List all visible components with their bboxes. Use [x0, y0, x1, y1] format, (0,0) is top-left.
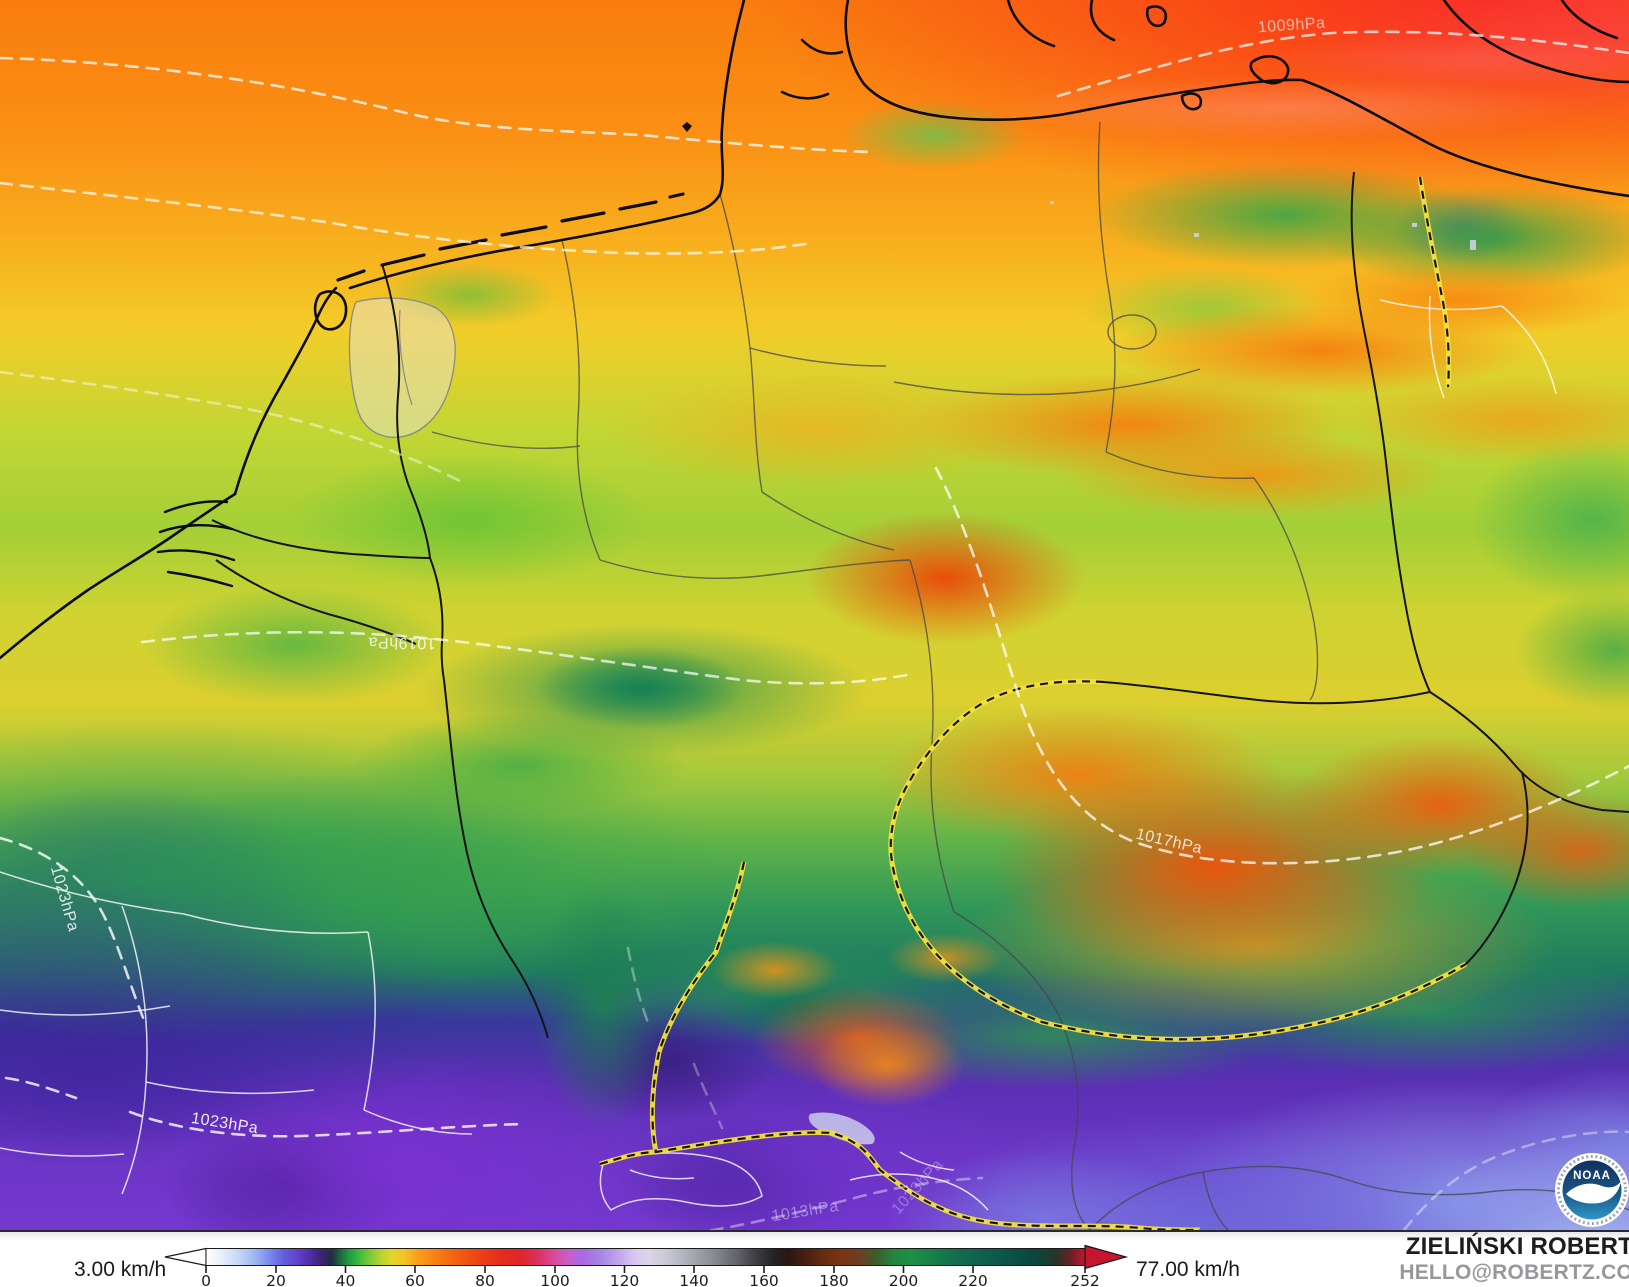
svg-text:20: 20	[266, 1272, 286, 1287]
svg-text:80: 80	[475, 1272, 495, 1287]
delta-islands	[156, 500, 236, 588]
svg-text:60: 60	[405, 1272, 425, 1287]
isobar-label: 1023hPa	[47, 864, 82, 934]
light-admin-borders	[0, 295, 1557, 1211]
svg-text:120: 120	[610, 1272, 640, 1287]
svg-text:40: 40	[336, 1272, 356, 1287]
svg-text:140: 140	[679, 1272, 709, 1287]
svg-text:100: 100	[540, 1272, 570, 1287]
noaa-logo-text: NOAA	[1573, 1170, 1611, 1182]
map-specks	[682, 122, 1476, 250]
isobar-label: 1023hPa	[190, 1110, 259, 1137]
colorbar-left-arrow	[164, 1247, 207, 1267]
wind-speed-map-canvas: 1009hPa 1019hPa 1017hPa 1023hPa 1023hPa …	[0, 0, 1629, 1232]
isobar-lines	[0, 30, 1629, 1230]
coastlines	[0, 0, 1629, 660]
isobar-label: 1019hPa	[368, 633, 436, 651]
colorbar-right-arrow	[1084, 1244, 1129, 1270]
map-overlay: 1009hPa 1019hPa 1017hPa 1023hPa 1023hPa …	[0, 0, 1629, 1230]
noaa-logo: NOAA	[1555, 1153, 1629, 1227]
lake-constance	[808, 1112, 875, 1145]
legend-bar: 3.00 km/h 0 20 40 60 80 100 120 140 160 …	[0, 1232, 1629, 1287]
colorbar-legend: 3.00 km/h 0 20 40 60 80 100 120 140 160 …	[74, 1244, 1240, 1287]
colorbar-ticks: 0 20 40 60 80 100 120 140 160 180 200 22…	[201, 1265, 1100, 1287]
attribution: ZIELIŃSKI ROBERT HELLO@ROBERTZ.CO	[1399, 1233, 1629, 1284]
colorbar-gradient	[205, 1248, 1086, 1266]
svg-text:220: 220	[958, 1272, 988, 1287]
country-borders	[211, 171, 1629, 1039]
state-borders	[431, 121, 1629, 1230]
svg-text:200: 200	[889, 1272, 919, 1287]
noaa-seagull-icon	[1566, 1181, 1621, 1204]
isobar-label: 1009hPa	[1257, 15, 1326, 37]
attribution-email: HELLO@ROBERTZ.CO	[1399, 1260, 1629, 1284]
isobar-label: 1013hPa	[771, 1198, 840, 1225]
islands	[336, 192, 685, 282]
svg-text:160: 160	[749, 1272, 779, 1287]
svg-text:180: 180	[819, 1272, 849, 1287]
highlighted-borders-dash	[599, 176, 1467, 1230]
isobar-labels: 1009hPa 1019hPa 1017hPa 1023hPa 1023hPa …	[47, 15, 1326, 1226]
svg-text:252: 252	[1070, 1272, 1100, 1287]
legend-max-label: 77.00 km/h	[1136, 1258, 1240, 1281]
svg-text:0: 0	[201, 1272, 211, 1287]
legend-min-label: 3.00 km/h	[74, 1258, 166, 1281]
attribution-name: ZIELIŃSKI ROBERT	[1405, 1233, 1629, 1260]
